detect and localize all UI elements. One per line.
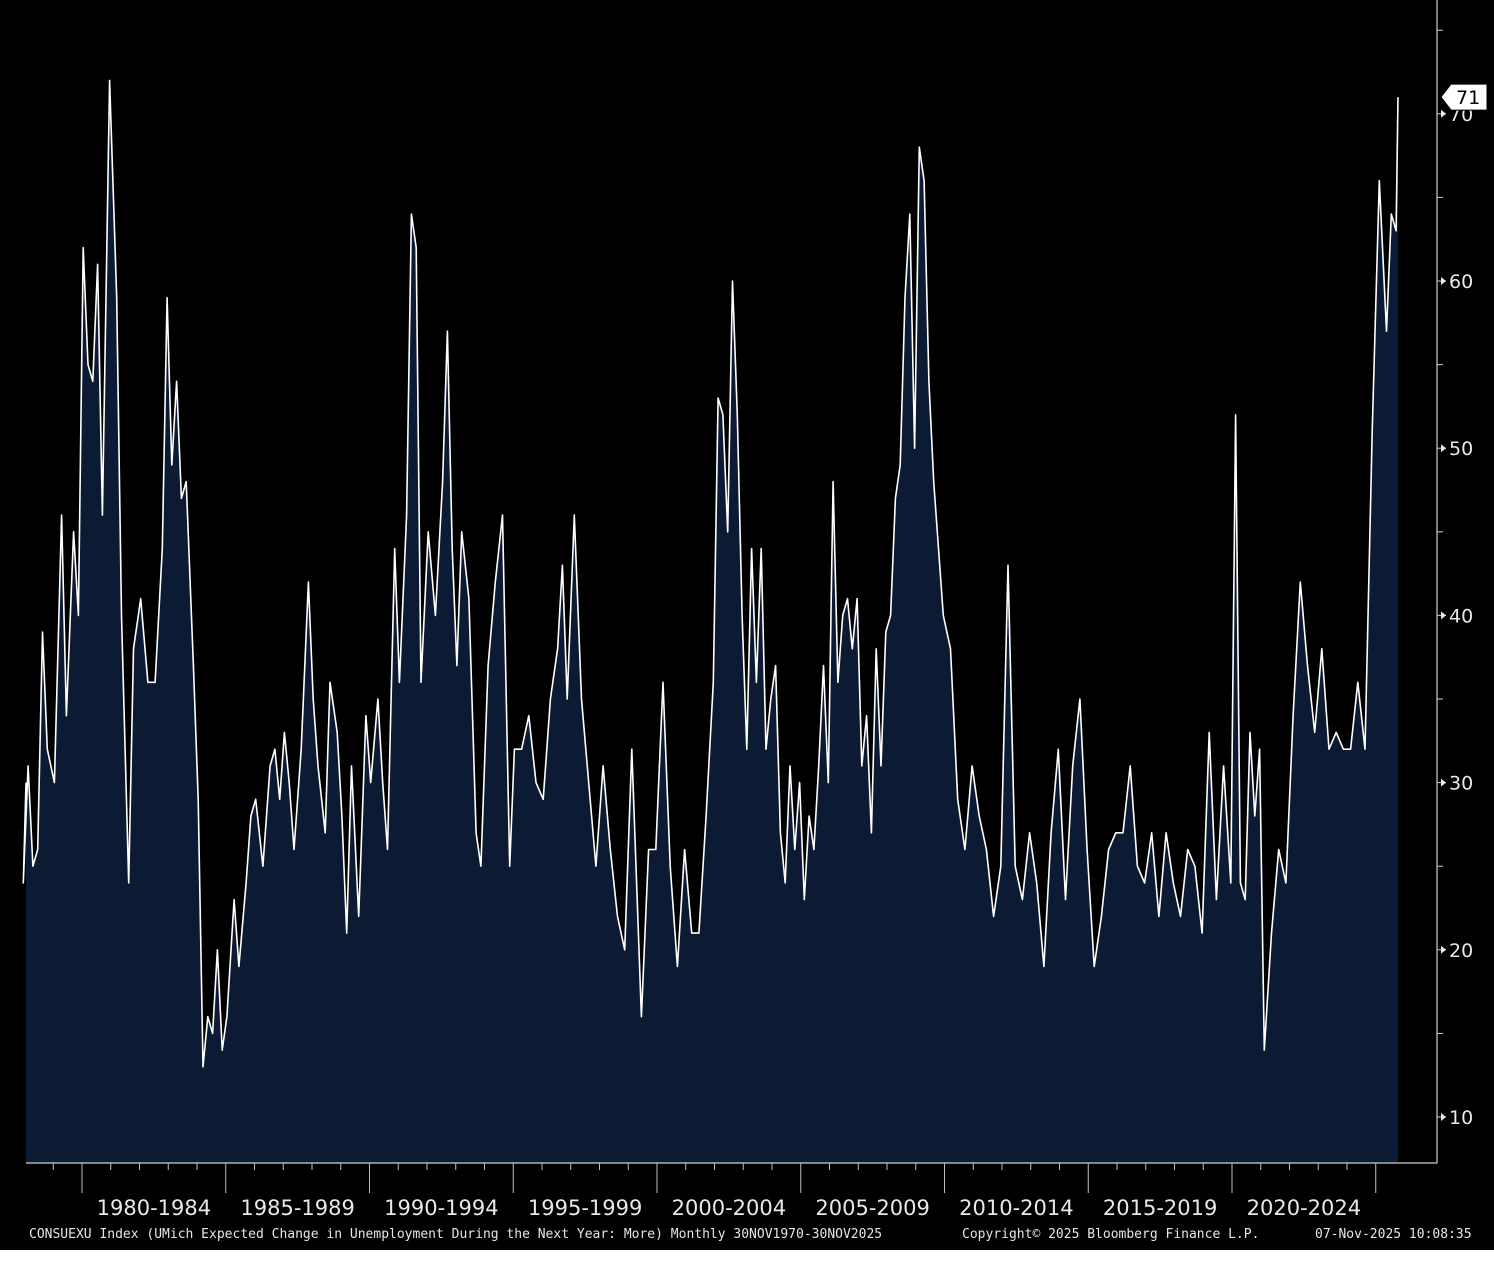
x-tick-label: 1990-1994 (384, 1196, 498, 1220)
x-tick-label: 2000-2004 (672, 1196, 786, 1220)
footer-copyright: Copyright© 2025 Bloomberg Finance L.P. (962, 1227, 1260, 1242)
y-tick-marker (1441, 444, 1446, 453)
x-tick-label: 1985-1989 (240, 1196, 354, 1220)
y-tick-label: 50 (1449, 438, 1473, 460)
line-area-chart: 1980-1984 1985-1989 1990-1994 1995-1999 2000… (22, 0, 1488, 1220)
chart-footer: CONSUEXU Index (UMich Expected Change in… (0, 1225, 1494, 1247)
x-tick-label: 1980-1984 (97, 1196, 211, 1220)
footer-timestamp: 07-Nov-2025 10:08:35 (1315, 1227, 1472, 1242)
y-tick-label: 30 (1449, 773, 1473, 795)
last-value-label: 71 (1456, 87, 1480, 109)
x-tick-label: 2020-2024 (1247, 1196, 1361, 1220)
footer-series-description: CONSUEXU Index (UMich Expected Change in… (29, 1227, 883, 1242)
y-tick-marker (1441, 109, 1446, 118)
y-tick-marker (1441, 945, 1446, 954)
y-tick-label: 10 (1449, 1107, 1473, 1129)
last-value-tag (1440, 83, 1488, 111)
y-tick-marker (1441, 778, 1446, 787)
x-tick-label: 2005-2009 (815, 1196, 929, 1220)
y-tick-label: 60 (1449, 271, 1473, 293)
y-tick-label: 20 (1449, 940, 1473, 962)
y-tick-label: 40 (1449, 605, 1473, 627)
x-tick-label: 2010-2014 (959, 1196, 1073, 1220)
y-tick-marker (1441, 611, 1446, 620)
series-area-fill (23, 80, 1398, 1163)
series-line (22, 79, 1399, 1068)
x-tick-label: 1995-1999 (528, 1196, 642, 1220)
y-tick-marker (1441, 277, 1446, 285)
x-tick-label: 2015-2019 (1103, 1196, 1217, 1220)
y-tick-marker (1441, 1113, 1446, 1121)
